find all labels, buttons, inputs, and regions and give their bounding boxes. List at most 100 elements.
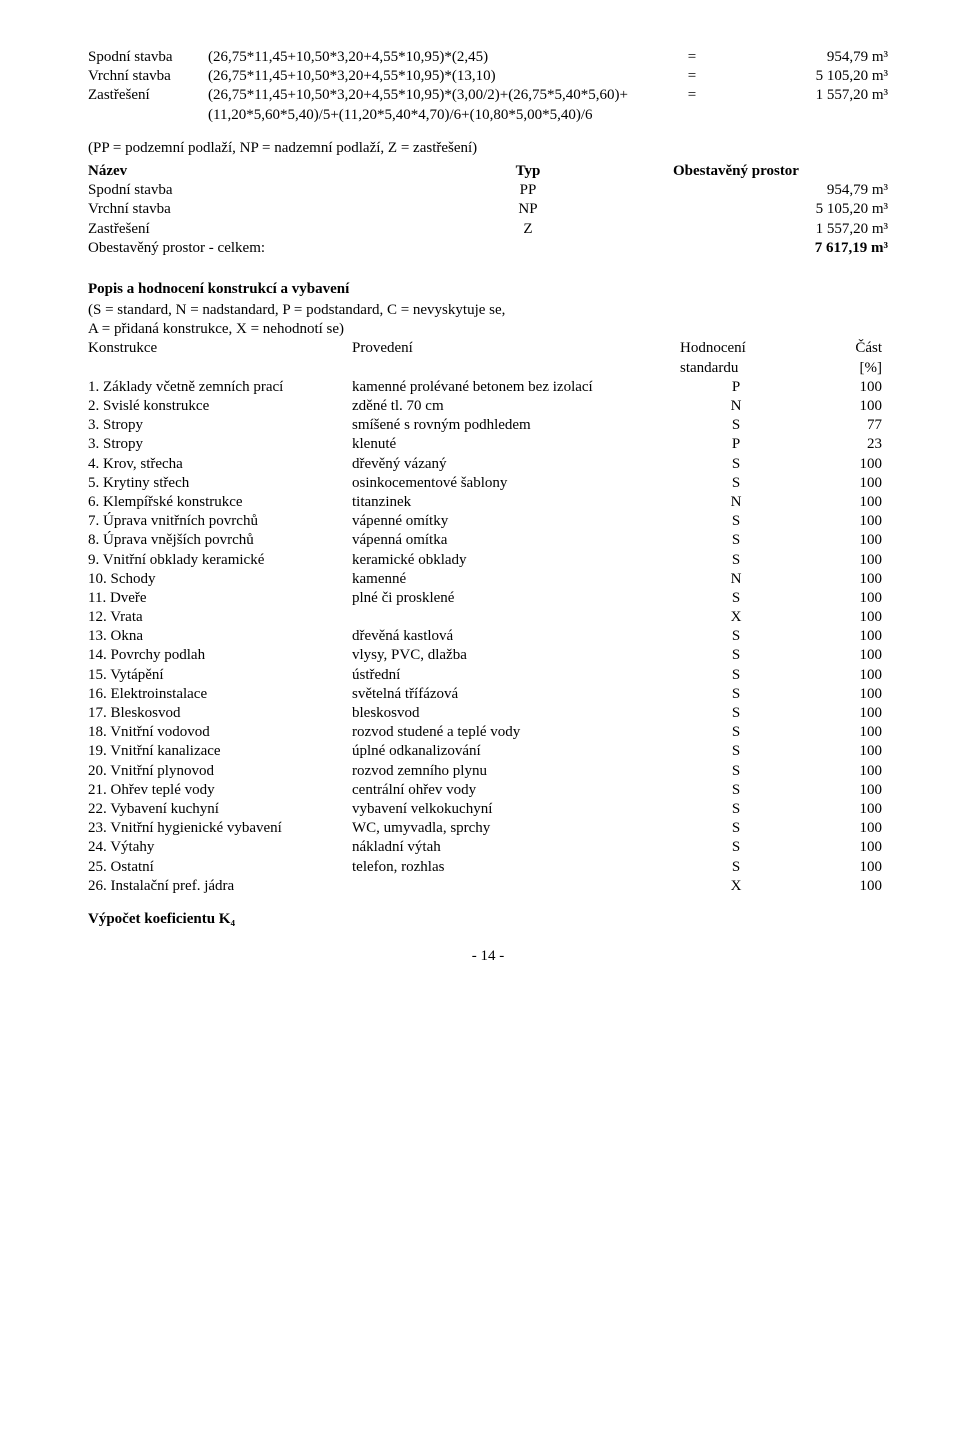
konstr-provedeni: zděné tl. 70 cm xyxy=(352,397,680,416)
konstr-name: 3. Stropy xyxy=(88,416,352,435)
konstr-name: 19. Vnitřní kanalizace xyxy=(88,742,352,761)
konstr-row: 8. Úprava vnějších povrchůvápenná omítka… xyxy=(88,531,888,550)
calc-table: Spodní stavba(26,75*11,45+10,50*3,20+4,5… xyxy=(88,48,888,125)
calc-legend: (PP = podzemní podlaží, NP = nadzemní po… xyxy=(88,139,888,158)
konstr-pct: 100 xyxy=(792,704,888,723)
konstr-name: 16. Elektroinstalace xyxy=(88,685,352,704)
konstr-row: 10. SchodykamennéN100 xyxy=(88,570,888,589)
konstr-hodnoceni: S xyxy=(680,531,792,550)
konstr-pct: 100 xyxy=(792,474,888,493)
typ-name: Zastřešení xyxy=(88,220,472,239)
konstr-hodnoceni: S xyxy=(680,704,792,723)
konstr-row: 12. VrataX100 xyxy=(88,608,888,627)
konstr-hodnoceni: S xyxy=(680,474,792,493)
konstr-hodnoceni: S xyxy=(680,838,792,857)
konstr-hodnoceni: S xyxy=(680,646,792,665)
konstr-hodnoceni: X xyxy=(680,608,792,627)
calc-value: 1 557,20 m³ xyxy=(704,86,888,124)
konstr-provedeni: kamenné xyxy=(352,570,680,589)
konstr-name: 2. Svislé konstrukce xyxy=(88,397,352,416)
typ-name: Vrchní stavba xyxy=(88,200,472,219)
konstr-row: 14. Povrchy podlahvlysy, PVC, dlažbaS100 xyxy=(88,646,888,665)
konstr-pct: 100 xyxy=(792,858,888,877)
konstr-name: 24. Výtahy xyxy=(88,838,352,857)
calc-row: Spodní stavba(26,75*11,45+10,50*3,20+4,5… xyxy=(88,48,888,67)
konstr-hodnoceni: S xyxy=(680,627,792,646)
konstr-provedeni: rozvod zemního plynu xyxy=(352,762,680,781)
konstr-row: 7. Úprava vnitřních povrchůvápenné omítk… xyxy=(88,512,888,531)
calc-label: Spodní stavba xyxy=(88,48,208,67)
konstr-row: 5. Krytiny střechosinkocementové šablony… xyxy=(88,474,888,493)
konstr-hodnoceni: S xyxy=(680,416,792,435)
konstr-name: 23. Vnitřní hygienické vybavení xyxy=(88,819,352,838)
konstr-pct: 100 xyxy=(792,455,888,474)
konstr-hdr2-4: [%] xyxy=(792,359,888,378)
konstr-hodnoceni: S xyxy=(680,512,792,531)
konstr-pct: 100 xyxy=(792,742,888,761)
konstr-hodnoceni: S xyxy=(680,800,792,819)
calc-label: Vrchní stavba xyxy=(88,67,208,86)
konstr-hodnoceni: S xyxy=(680,455,792,474)
konstr-provedeni: plné či prosklené xyxy=(352,589,680,608)
konstr-hodnoceni: S xyxy=(680,858,792,877)
typ-row: ZastřešeníZ1 557,20 m³ xyxy=(88,220,888,239)
konstr-row: 22. Vybavení kuchynívybavení velkokuchyn… xyxy=(88,800,888,819)
konstr-hodnoceni: S xyxy=(680,742,792,761)
konstr-provedeni: centrální ohřev vody xyxy=(352,781,680,800)
konstr-provedeni: vlysy, PVC, dlažba xyxy=(352,646,680,665)
konstr-hodnoceni: N xyxy=(680,493,792,512)
konstr-name: 14. Povrchy podlah xyxy=(88,646,352,665)
konstr-row: 23. Vnitřní hygienické vybaveníWC, umyva… xyxy=(88,819,888,838)
konstr-pct: 100 xyxy=(792,723,888,742)
konstr-name: 11. Dveře xyxy=(88,589,352,608)
konstr-hodnoceni: S xyxy=(680,666,792,685)
konstr-provedeni: kamenné prolévané betonem bez izolací xyxy=(352,378,680,397)
konstr-hdr-2: Provedení xyxy=(352,339,680,358)
konstr-hodnoceni: S xyxy=(680,551,792,570)
konstr-hodnoceni: S xyxy=(680,781,792,800)
konstr-row: 25. Ostatnítelefon, rozhlasS100 xyxy=(88,858,888,877)
konstr-pct: 100 xyxy=(792,819,888,838)
konstr-name: 22. Vybavení kuchyní xyxy=(88,800,352,819)
calc-eq: = xyxy=(680,86,704,124)
konstr-hodnoceni: S xyxy=(680,685,792,704)
typ-code: Z xyxy=(472,220,584,239)
konstr-hodnoceni: N xyxy=(680,397,792,416)
konstr-legend-2: A = přidaná konstrukce, X = nehodnotí se… xyxy=(88,320,888,339)
page-number: - 14 - xyxy=(88,947,888,966)
calc-value: 954,79 m³ xyxy=(704,48,888,67)
konstr-hodnoceni: P xyxy=(680,378,792,397)
konstr-pct: 100 xyxy=(792,762,888,781)
konstr-row: 19. Vnitřní kanalizaceúplné odkanalizová… xyxy=(88,742,888,761)
calc-formula: (26,75*11,45+10,50*3,20+4,55*10,95)*(3,0… xyxy=(208,86,680,124)
konstr-row: 17. BleskosvodbleskosvodS100 xyxy=(88,704,888,723)
konstr-provedeni: rozvod studené a teplé vody xyxy=(352,723,680,742)
konstr-pct: 100 xyxy=(792,570,888,589)
konstr-pct: 100 xyxy=(792,838,888,857)
konstr-row: 3. StropyklenutéP23 xyxy=(88,435,888,454)
typ-code: PP xyxy=(472,181,584,200)
typ-value: 1 557,20 m³ xyxy=(584,220,888,239)
konstr-pct: 100 xyxy=(792,378,888,397)
konstr-name: 26. Instalační pref. jádra xyxy=(88,877,352,896)
konstr-provedeni: telefon, rozhlas xyxy=(352,858,680,877)
konstr-row: 3. Stropysmíšené s rovným podhledemS77 xyxy=(88,416,888,435)
konstr-pct: 100 xyxy=(792,781,888,800)
konstr-name: 10. Schody xyxy=(88,570,352,589)
konstr-provedeni: smíšené s rovným podhledem xyxy=(352,416,680,435)
konstr-name: 13. Okna xyxy=(88,627,352,646)
konstr-table: Konstrukce Provedení Hodnocení Část stan… xyxy=(88,339,888,895)
typ-name: Spodní stavba xyxy=(88,181,472,200)
konstr-pct: 23 xyxy=(792,435,888,454)
konstr-pct: 100 xyxy=(792,608,888,627)
typ-code: NP xyxy=(472,200,584,219)
konstr-provedeni: dřevěný vázaný xyxy=(352,455,680,474)
konstr-pct: 77 xyxy=(792,416,888,435)
konstr-provedeni: klenuté xyxy=(352,435,680,454)
konstr-pct: 100 xyxy=(792,666,888,685)
konstr-row: 11. Dveřeplné či prosklenéS100 xyxy=(88,589,888,608)
konstr-name: 3. Stropy xyxy=(88,435,352,454)
typ-total-val: 7 617,19 m³ xyxy=(815,240,888,256)
konstr-provedeni: keramické obklady xyxy=(352,551,680,570)
typ-value: 5 105,20 m³ xyxy=(584,200,888,219)
